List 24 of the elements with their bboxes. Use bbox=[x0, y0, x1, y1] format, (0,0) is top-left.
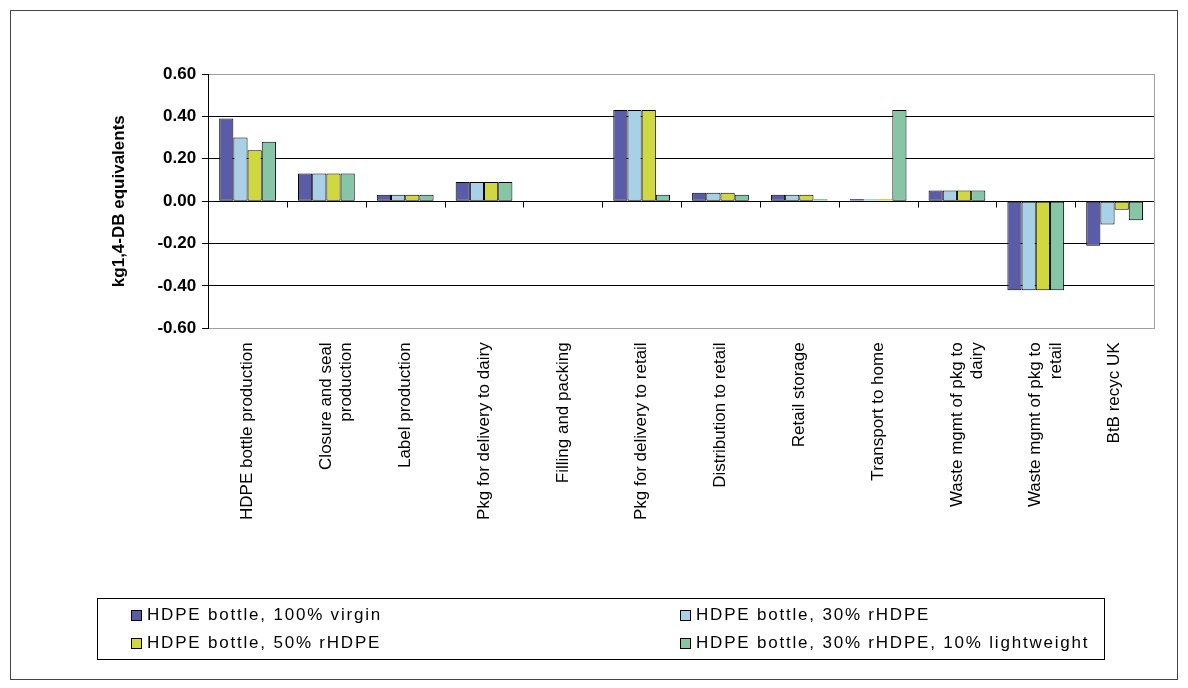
y-axis-title: kg1,4-DB equivalents bbox=[108, 115, 128, 288]
y-tick-label: -0.20 bbox=[157, 233, 197, 253]
x-tick-label: Pkg for delivery to dairy bbox=[473, 341, 493, 520]
legend-label: HDPE bottle, 100% virgin bbox=[147, 605, 383, 625]
x-tick-label: Closure and seal production bbox=[316, 342, 356, 470]
x-tick-label: Pkg for delivery to retail bbox=[631, 342, 651, 520]
x-tick-label: Waste mgmt of pkg to retail bbox=[1025, 342, 1065, 508]
y-tick-label: 0.60 bbox=[163, 63, 197, 83]
x-tick-label: Transport to home bbox=[867, 342, 887, 481]
x-tick-label: Distribution to retail bbox=[710, 342, 730, 488]
legend-label: HDPE bottle, 50% rHDPE bbox=[147, 633, 382, 653]
x-tick-label: Waste mgmt of pkg to dairy bbox=[946, 341, 987, 508]
legend-label: HDPE bottle, 30% rHDPE, 10% lightweight bbox=[696, 633, 1090, 653]
y-tick-label: -0.60 bbox=[157, 318, 197, 338]
x-tick-label: Retail storage bbox=[788, 342, 808, 448]
y-tick-label: 0.40 bbox=[163, 106, 197, 126]
y-tick-label: 0.20 bbox=[163, 148, 197, 168]
x-tick-label: BtB recyc UK bbox=[1104, 341, 1124, 444]
x-tick-label: HDPE bottle production bbox=[237, 342, 257, 520]
y-tick-label: 0.00 bbox=[163, 190, 197, 210]
x-tick-label: Filling and packing bbox=[552, 342, 572, 484]
legend-label: HDPE bottle, 30% rHDPE bbox=[696, 605, 931, 625]
y-tick-label: -0.40 bbox=[157, 275, 197, 295]
x-tick-label: Label production bbox=[394, 342, 414, 469]
